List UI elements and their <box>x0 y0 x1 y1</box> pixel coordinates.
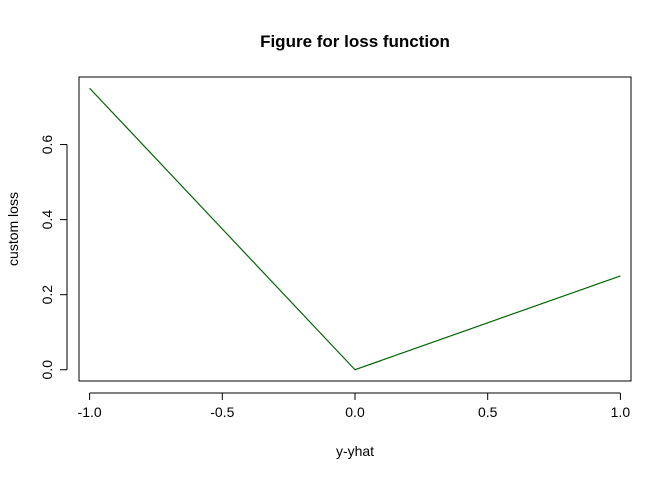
x-tick-label: -1.0 <box>78 404 102 420</box>
x-axis-label: y-yhat <box>336 443 374 459</box>
y-axis: 0.0 0.2 0.4 0.6 <box>39 135 68 380</box>
plot-area <box>89 87 621 371</box>
plot-frame <box>78 76 632 382</box>
y-tick-label: 0.2 <box>39 285 55 305</box>
y-tick-label: 0.4 <box>39 210 55 230</box>
x-tick-label: 0.5 <box>478 404 498 420</box>
loss-series-line <box>89 87 621 371</box>
x-axis: -1.0 -0.5 0.0 0.5 1.0 <box>78 392 631 420</box>
y-tick-label: 0.6 <box>39 135 55 155</box>
x-tick-label: 0.0 <box>345 404 365 420</box>
y-tick-label: 0.0 <box>39 360 55 380</box>
chart-title: Figure for loss function <box>260 32 450 51</box>
x-tick-label: -0.5 <box>210 404 234 420</box>
x-tick-label: 1.0 <box>611 404 631 420</box>
y-axis-label: custom loss <box>5 192 21 266</box>
